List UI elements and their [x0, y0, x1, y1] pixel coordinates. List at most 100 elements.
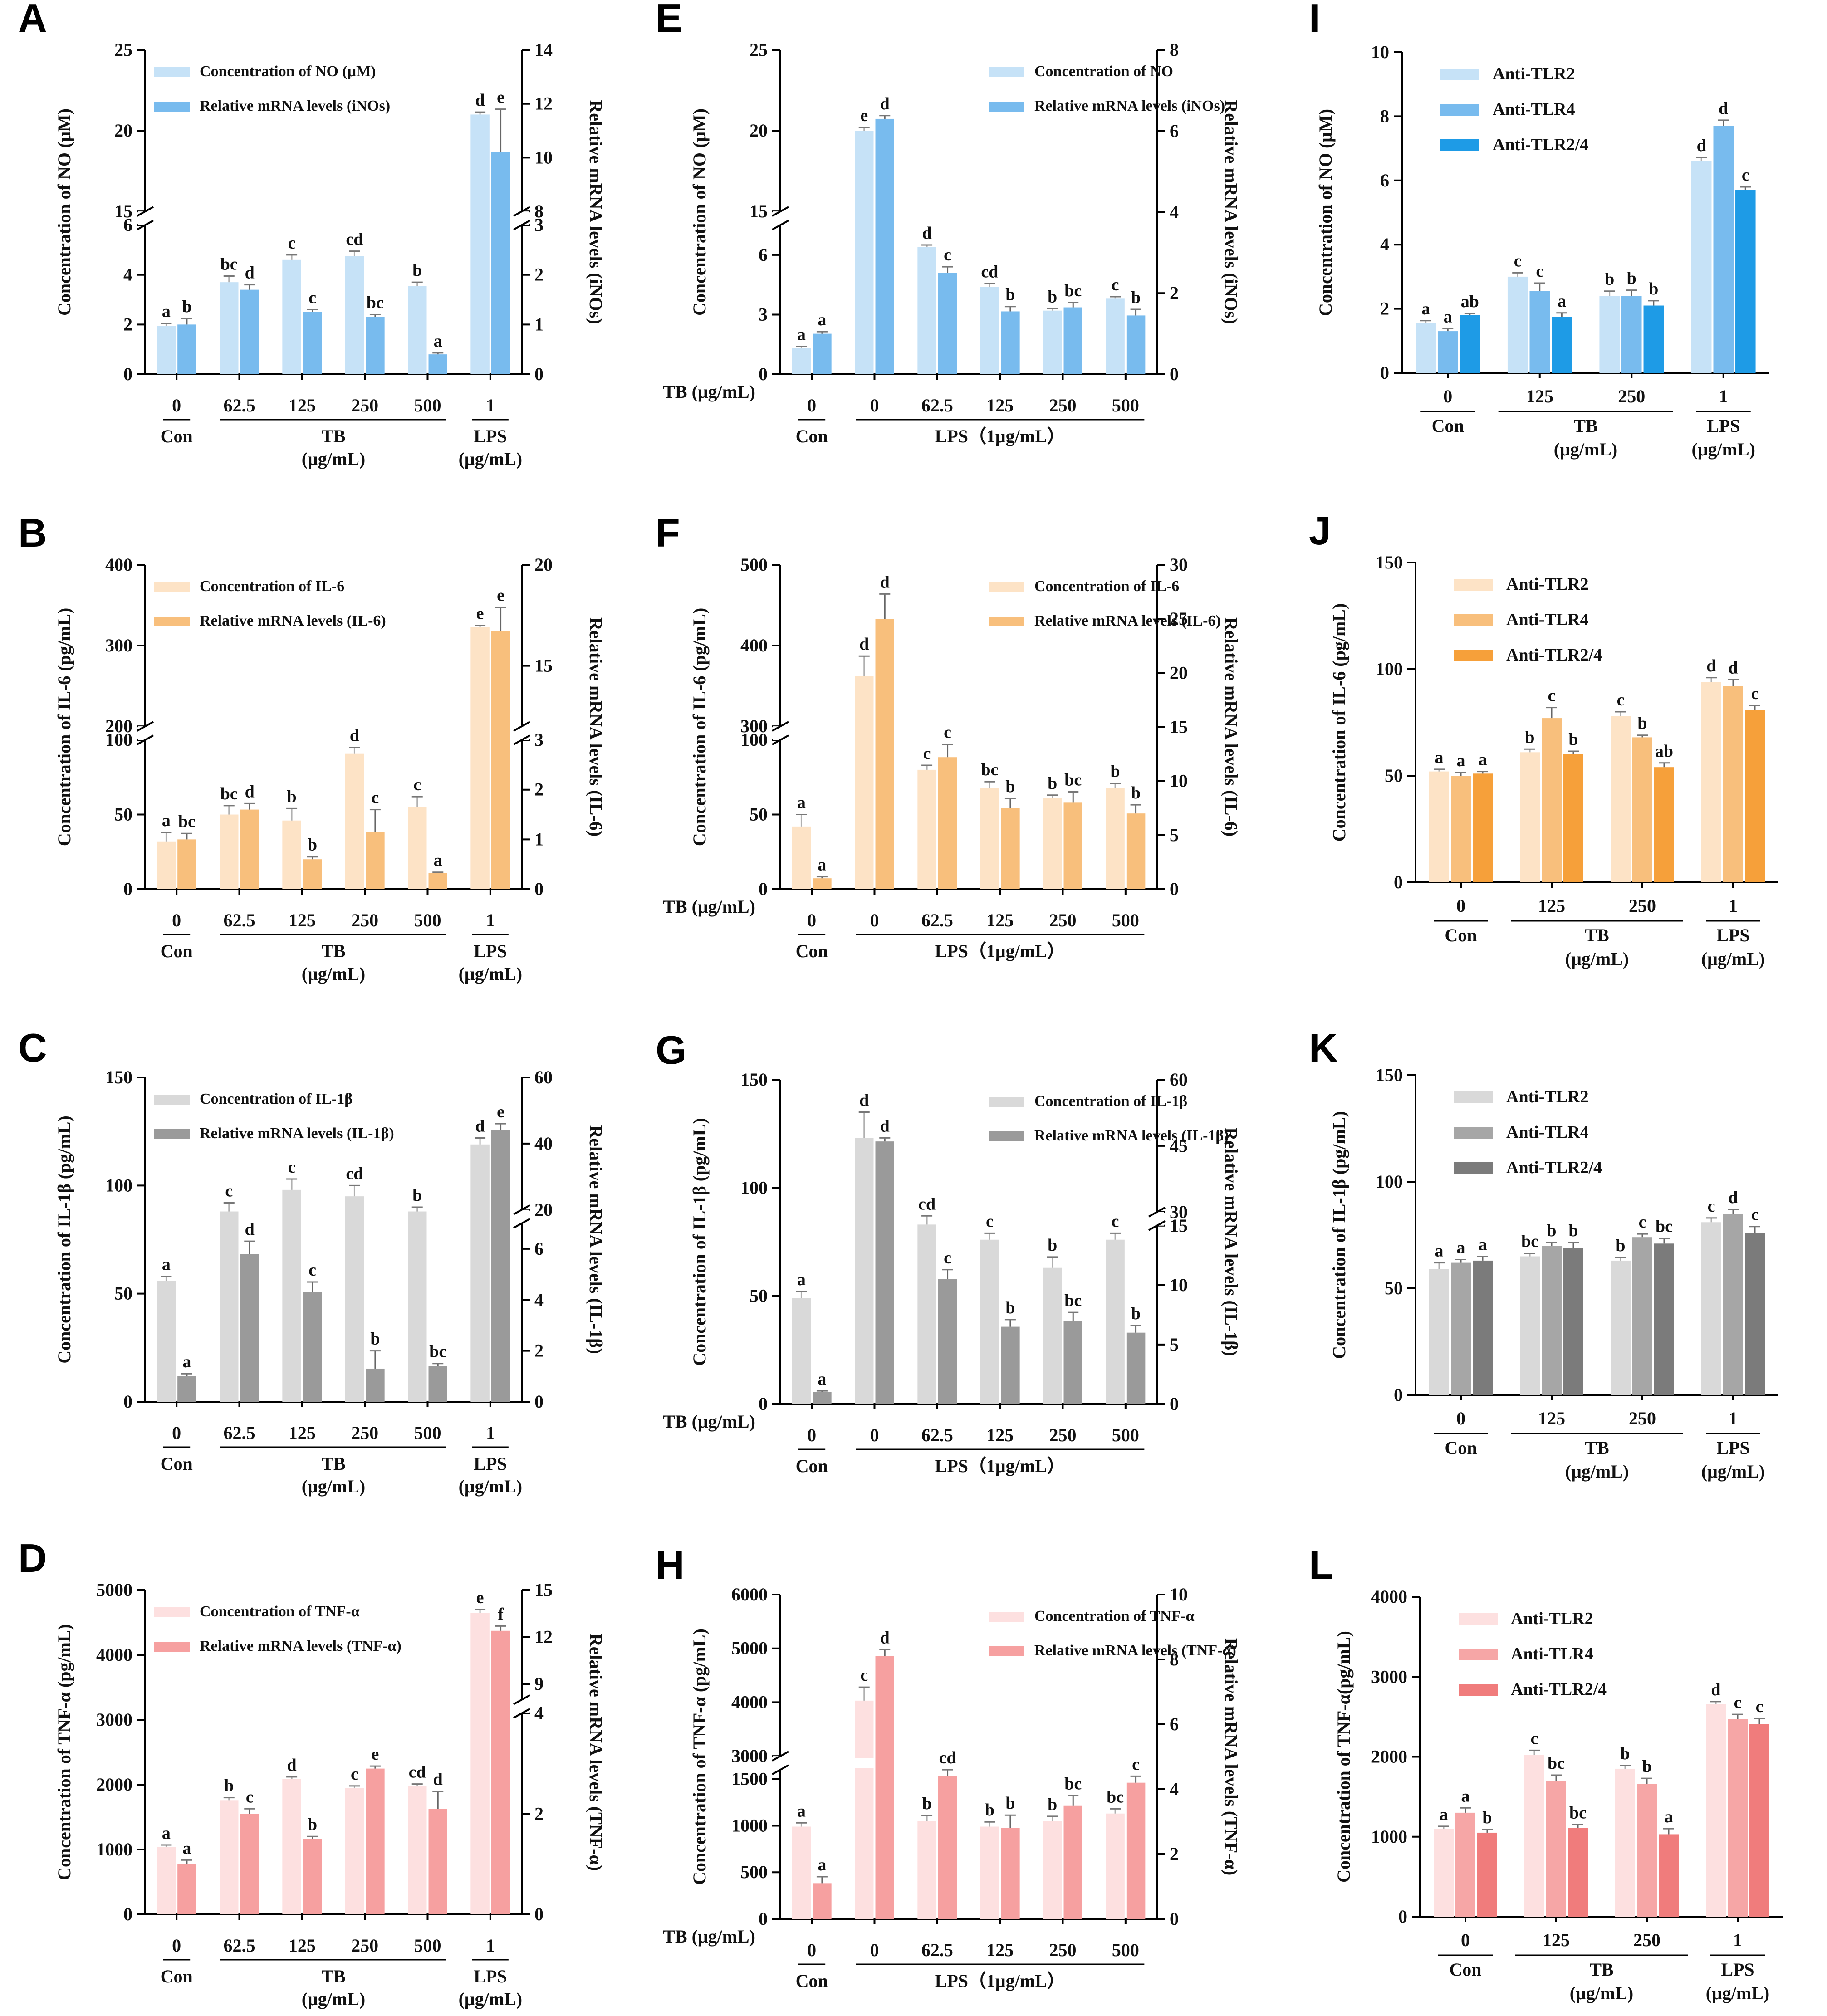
panel-b-right-tick-label: 15	[534, 656, 553, 676]
panel-a-group-tb-unit: (μg/mL)	[302, 449, 365, 469]
panel-l-sig-letter: bc	[1548, 1754, 1565, 1773]
panel-f-x-tick-label: 500	[1112, 910, 1139, 930]
panel-b-legend-label: Concentration of IL-6	[200, 578, 344, 595]
panel-k-x-tick-label: 125	[1538, 1408, 1565, 1429]
panel-d-bar-mrna	[177, 1864, 196, 1914]
panel-h-right-tick-label: 6	[1170, 1714, 1179, 1734]
panel-g-x-tick-label: 0	[807, 1425, 816, 1445]
panel-g-bar-mrna	[938, 1279, 957, 1404]
panel-a-left-break-mark	[137, 220, 154, 230]
panel-d-sig-letter: b	[308, 1815, 317, 1834]
panel-h-bar-mrna	[813, 1883, 832, 1919]
panel-a-x-tick-label: 500	[414, 395, 441, 416]
panel-k-sig-letter: bc	[1656, 1217, 1673, 1236]
panel-d-bar-protein	[282, 1779, 301, 1914]
panel-l-sig-letter: a	[1461, 1786, 1470, 1806]
panel-b-x-tick-label: 250	[351, 910, 378, 930]
panel-e-left-break-mark	[772, 220, 789, 230]
panel-c-sig-letter: a	[182, 1352, 191, 1371]
panel-b-bar-protein	[470, 627, 490, 889]
panel-g-sig-letter: b	[1131, 1304, 1141, 1323]
panel-e-left-tick-label: 3	[759, 304, 768, 324]
panel-h-bar-protein	[792, 1826, 811, 1919]
panel-j-sig-letter: a	[1457, 751, 1465, 770]
panel-g-sig-letter: a	[818, 1370, 826, 1389]
panel-j-bar-tlr2	[1473, 773, 1493, 882]
panel-e-legend-swatch	[989, 102, 1024, 112]
panel-b-left-tick-label: 100	[105, 729, 132, 750]
panel-c-group-con: Con	[161, 1453, 193, 1474]
panel-f-bar-protein	[1106, 788, 1125, 889]
panel-c-sig-letter: e	[497, 1102, 505, 1121]
panel-g-right-tick-label: 30	[1170, 1202, 1188, 1222]
panel-f-x-tick-label: 250	[1049, 910, 1077, 930]
panel-f-bar-mrna	[813, 878, 832, 889]
panel-h-legend-label: Concentration of TNF-α	[1034, 1608, 1195, 1625]
panel-e-sig-letter: d	[922, 224, 932, 243]
panel-a-x-tick-label: 62.5	[224, 395, 255, 416]
panel-j-left-tick-label: 0	[1394, 872, 1403, 892]
panel-e-bar-protein	[855, 131, 874, 374]
panel-h-bar-protein	[980, 1826, 999, 1919]
panel-e-left-tick-label: 15	[749, 201, 768, 221]
panel-j-x-tick-label: 125	[1538, 895, 1565, 916]
panel-d-x-tick-label: 500	[414, 1935, 441, 1956]
panel-a-left-axis-title: Concentration of NO (μM)	[54, 108, 74, 316]
panel-a-sig-letter: c	[288, 234, 296, 253]
panel-k-bar-tlr0	[1429, 1269, 1449, 1395]
panel-b-left-tick-label: 200	[105, 716, 132, 736]
panel-b-legend-swatch	[154, 617, 190, 626]
panel-h-sig-letter: b	[922, 1794, 932, 1813]
panel-b-sig-letter: bc	[220, 784, 238, 803]
panel-j-group-con: Con	[1445, 925, 1477, 945]
panel-h-sig-letter: b	[1048, 1795, 1057, 1814]
panel-b-x-tick-label: 0	[172, 910, 181, 930]
panel-c-sig-letter: b	[370, 1330, 380, 1349]
panel-g-bar-protein	[980, 1239, 999, 1404]
panel-f-left-tick-label: 50	[749, 804, 768, 825]
panel-i-bar-tlr0	[1691, 161, 1712, 373]
panel-a-sig-letter: d	[475, 91, 485, 110]
panel-b-sig-letter: d	[350, 726, 359, 745]
panel-i-legend-label: Anti-TLR2	[1493, 64, 1575, 83]
panel-c-sig-letter: d	[475, 1116, 485, 1135]
panel-i-x-tick-label: 250	[1618, 386, 1645, 406]
panel-g-sig-letter: b	[1005, 1298, 1015, 1317]
panel-f-bar-protein	[792, 826, 811, 889]
panel-k-legend-label: Anti-TLR2	[1506, 1087, 1589, 1106]
panel-g-right-tick-label: 60	[1170, 1069, 1188, 1090]
panel-h-left-tick-label: 3000	[731, 1746, 768, 1766]
panel-d-right-tick-label: 4	[534, 1703, 544, 1723]
panel-e-left-break-mark	[772, 206, 789, 217]
panel-l-bar-tlr0	[1615, 1768, 1635, 1917]
panel-d-right-tick-label: 0	[534, 1904, 544, 1924]
panel-g-right-break-mark	[1148, 1220, 1166, 1231]
panel-a-sig-letter: cd	[346, 230, 363, 249]
panel-c-bar-protein	[282, 1189, 301, 1402]
panel-l-left-tick-label: 0	[1398, 1906, 1407, 1927]
panel-b-bar-protein	[282, 820, 301, 889]
panel-b-sig-letter: c	[371, 788, 379, 807]
panel-c-right-break-mark	[513, 1218, 530, 1229]
panel-l-left-tick-label: 2000	[1371, 1747, 1407, 1767]
panel-l-legend-label: Anti-TLR2	[1511, 1609, 1593, 1628]
panel-a-right-tick-label: 10	[534, 147, 553, 167]
panel-g-x-tick-label: 0	[870, 1425, 879, 1445]
panel-d-letter: D	[18, 1536, 47, 1581]
panel-d-left-tick-label: 4000	[96, 1644, 132, 1665]
panel-h-bar-break	[854, 1758, 875, 1768]
panel-g-bar-protein	[1106, 1239, 1125, 1404]
panel-e-sig-letter: c	[944, 245, 951, 264]
panel-h-bar-protein	[1106, 1813, 1125, 1919]
panel-b-left-break-mark	[137, 721, 154, 732]
panel-l-sig-letter: c	[1756, 1697, 1763, 1716]
panel-f-left-tick-label: 100	[740, 729, 768, 750]
panel-h-left-tick-label: 1500	[731, 1769, 768, 1789]
panel-g-x-tick-label: 250	[1049, 1425, 1077, 1445]
panel-i-bar-tlr2	[1552, 317, 1572, 373]
panel-c-bar-protein	[470, 1144, 490, 1402]
panel-g-group-lps: LPS（1μg/mL）	[935, 1456, 1065, 1476]
panel-b-right-tick-label: 0	[534, 879, 544, 899]
panel-h-left-axis-title: Concentration of TNF-α (pg/mL)	[689, 1629, 710, 1885]
panel-j-bar-tlr1	[1542, 718, 1562, 882]
